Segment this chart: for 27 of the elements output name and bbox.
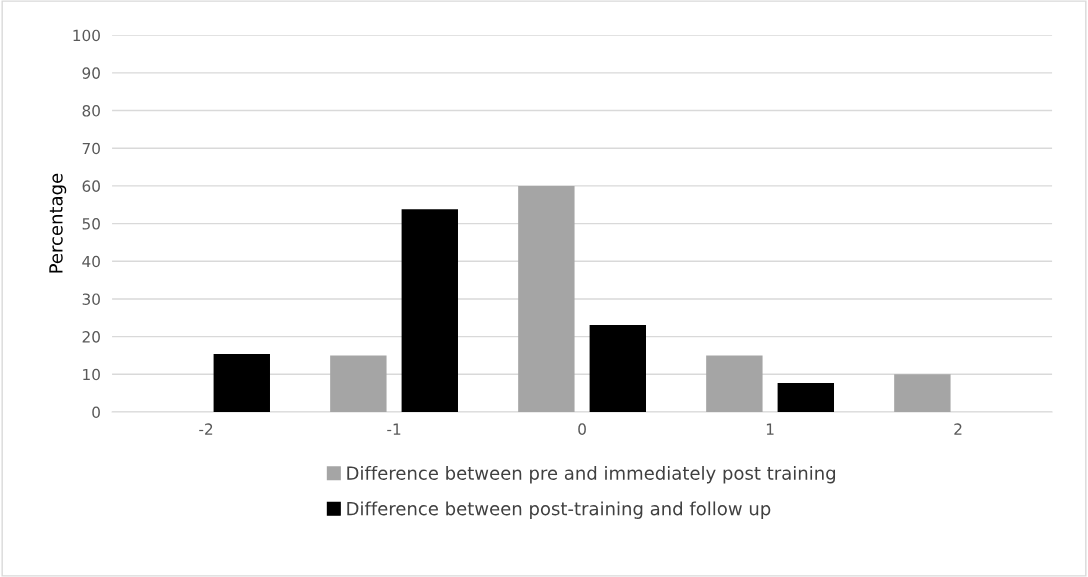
bar <box>589 324 646 412</box>
bar <box>706 355 763 412</box>
bar <box>213 353 270 412</box>
y-tick-label: 0 <box>92 406 100 418</box>
legend-label: Difference between post-training and follow up <box>347 501 771 519</box>
y-axis-title: Percentage <box>49 173 67 273</box>
x-tick-label: 2 <box>954 423 962 435</box>
y-tick-label: 50 <box>82 218 100 230</box>
x-tick-label: 1 <box>766 423 774 435</box>
y-tick-label: 80 <box>82 105 100 117</box>
y-tick-label: 70 <box>82 142 100 155</box>
x-tick-label: -2 <box>199 423 213 435</box>
y-tick-label: 40 <box>82 255 100 268</box>
bar <box>518 185 575 412</box>
legend-label: Difference between pre and immediately post training <box>347 465 836 484</box>
bar <box>330 355 387 412</box>
bar <box>894 374 951 412</box>
bar <box>777 382 835 412</box>
x-tick-label: 0 <box>578 423 586 435</box>
bar <box>401 209 458 412</box>
y-tick-label: 10 <box>83 368 100 381</box>
y-tick-label: 30 <box>82 293 100 305</box>
y-tick-label: 20 <box>82 331 100 343</box>
y-tick-label: 100 <box>73 29 100 42</box>
x-tick-label: -1 <box>387 423 401 435</box>
y-tick-label: 60 <box>82 180 100 192</box>
y-tick-label: 90 <box>82 67 100 79</box>
